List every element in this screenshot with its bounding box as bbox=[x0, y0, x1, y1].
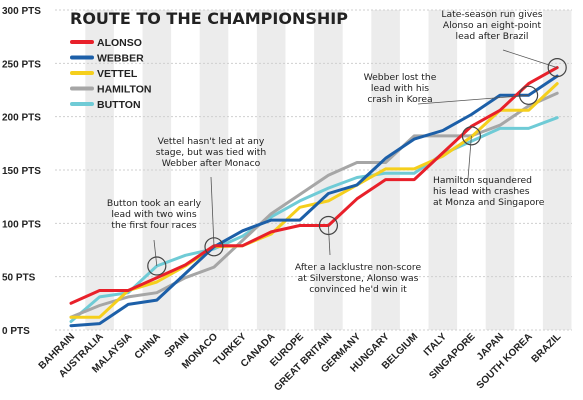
annotation-circle bbox=[318, 215, 338, 236]
annotation-circle bbox=[518, 85, 539, 105]
annotation-text: at Silverstone, Alonso was bbox=[298, 273, 419, 284]
annotation-text: the first four races bbox=[111, 220, 196, 231]
x-tick-label: BRAZIL bbox=[530, 331, 564, 365]
y-tick-label: 100 PTS bbox=[2, 219, 41, 230]
annotation-leader bbox=[328, 225, 331, 256]
y-tick-label: 50 PTS bbox=[2, 273, 36, 284]
annotation-leader bbox=[210, 176, 215, 247]
series-line-alonso bbox=[69, 66, 559, 305]
y-tick-label: 150 PTS bbox=[2, 166, 41, 177]
y-axis: 0 PTS 50 PTS 100 PTS 150 PTS 200 PTS 250 PTS 3… bbox=[2, 6, 41, 337]
annotation-text: his lead with crashes bbox=[433, 186, 530, 197]
y-tick-label: 250 PTS bbox=[2, 59, 41, 70]
annotation-leader bbox=[153, 239, 158, 267]
legend-label: HAMILTON bbox=[97, 84, 151, 96]
annotation-text: convinced he'd win it bbox=[309, 284, 407, 295]
annotation-leader bbox=[417, 94, 529, 105]
annotation-text: lead with his bbox=[371, 83, 429, 94]
series-lines bbox=[69, 66, 559, 328]
annotation-text: at Monza and Singapore bbox=[433, 197, 545, 208]
series-line-webber bbox=[69, 74, 559, 328]
annotation-text: Vettel hasn't led at any bbox=[158, 136, 265, 147]
x-tick-label: ITALY bbox=[422, 331, 449, 358]
chart-title: ROUTE TO THE CHAMPIONSHIP bbox=[70, 9, 348, 28]
y-tick-label: 0 PTS bbox=[2, 326, 30, 337]
annotation-text: Hamilton squandered bbox=[433, 175, 532, 186]
annotation-text: Alonso an eight-point bbox=[443, 20, 542, 31]
annotation-text: After a lacklustre non-score bbox=[295, 262, 422, 273]
annotation-circle bbox=[547, 57, 567, 78]
annotation-circle bbox=[147, 256, 167, 276]
annotation-text: Late-season run gives bbox=[441, 9, 542, 20]
legend-label: BUTTON bbox=[97, 99, 141, 111]
y-tick-label: 200 PTS bbox=[2, 113, 41, 124]
legend-label: WEBBER bbox=[97, 53, 144, 65]
series-line-vettel bbox=[69, 82, 559, 319]
x-tick-label: CHINA bbox=[133, 331, 163, 361]
annotation-circle bbox=[204, 237, 224, 257]
annotation-text: lead after Brazil bbox=[456, 31, 529, 42]
annotation-text: lead with two wins bbox=[111, 209, 197, 220]
legend-label: VETTEL bbox=[97, 68, 138, 80]
annotation-text: stage, but was tied with bbox=[156, 147, 267, 158]
legend: ALONSO WEBBER VETTEL HAMILTON BUTTON bbox=[70, 37, 151, 111]
legend-label: ALONSO bbox=[97, 37, 142, 49]
annotation-text: Webber after Monaco bbox=[162, 158, 261, 169]
annotation-circle bbox=[461, 126, 481, 146]
series-line-button bbox=[69, 116, 559, 323]
y-tick-label: 300 PTS bbox=[2, 6, 41, 17]
annotation-text: Button took an early bbox=[107, 198, 202, 209]
annotation-text: crash in Korea bbox=[367, 94, 432, 105]
annotation-text: Webber lost the bbox=[364, 72, 437, 83]
annotation-leader bbox=[467, 135, 472, 180]
